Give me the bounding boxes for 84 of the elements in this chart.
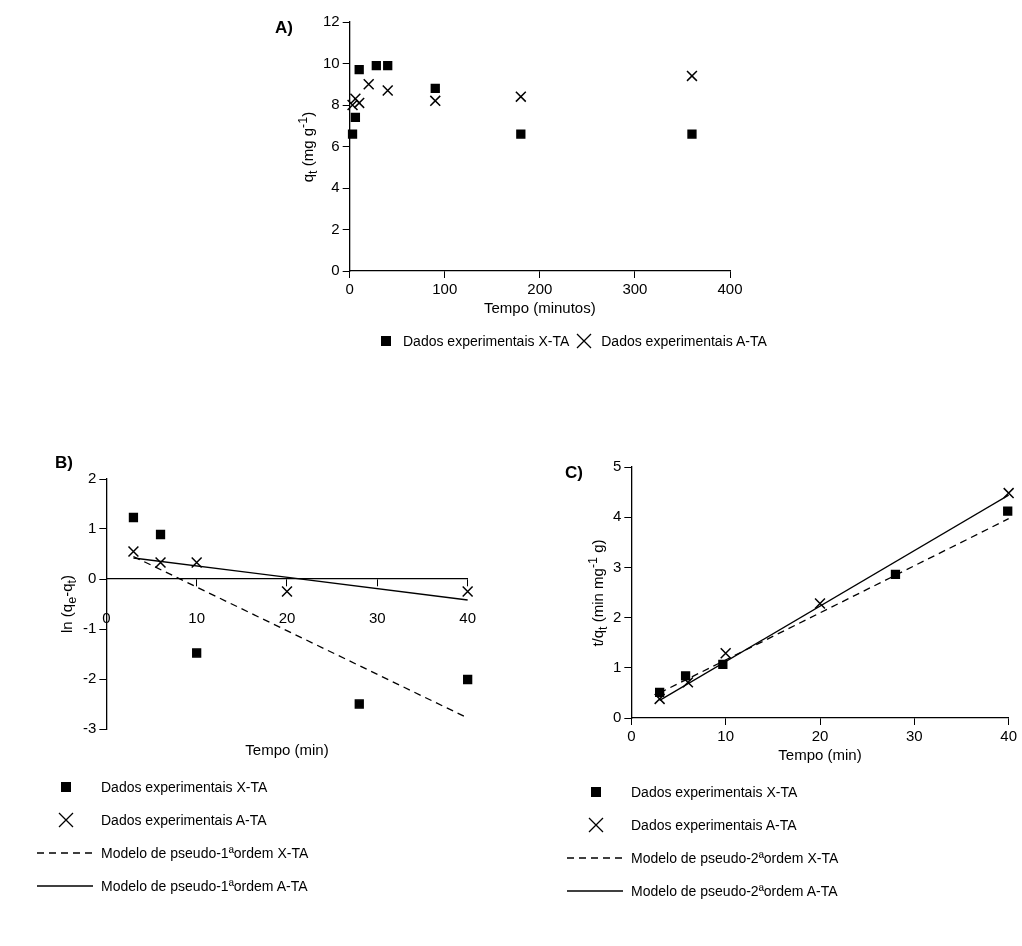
x-tick-label: 20 (278, 609, 296, 627)
y-tick-label: 0 (87, 569, 97, 587)
y-tick-label: 4 (613, 507, 622, 525)
point (155, 529, 166, 540)
point (429, 95, 441, 107)
point (127, 545, 140, 558)
point (154, 556, 167, 569)
x-tick-label: 30 (368, 609, 386, 627)
y-tick-label: 5 (613, 457, 622, 475)
point (461, 585, 474, 598)
y-tick-label: -3 (82, 719, 97, 737)
legend-label: Modelo de pseudo-1ªordem A-TA (101, 877, 308, 894)
y-tick-label: 1 (87, 519, 97, 537)
x-tick-label: 0 (627, 727, 636, 745)
x-axis-title: Tempo (minutos) (483, 299, 596, 316)
y-tick-label: 2 (87, 469, 97, 487)
point (719, 647, 732, 659)
point (346, 99, 359, 111)
point (354, 699, 364, 709)
legend-label: Dados experimentais A-TA (631, 816, 797, 833)
legend-label: Dados experimentais X-TA (403, 333, 570, 349)
y-tick-label: 6 (331, 136, 340, 154)
point (516, 129, 526, 139)
x-tick-label: 30 (905, 727, 923, 745)
point (353, 97, 365, 109)
y-tick-label: 12 (323, 12, 340, 30)
x-tick-label: 10 (188, 609, 206, 627)
point (653, 693, 666, 705)
y-tick-label: -1 (82, 619, 97, 637)
point (463, 674, 473, 685)
y-tick-label: 10 (323, 53, 340, 71)
y-tick-label: 4 (331, 178, 340, 196)
legend-label: Modelo de pseudo-2ªordem X-TA (631, 849, 839, 866)
y-tick-label: -2 (82, 669, 97, 687)
point (347, 129, 358, 139)
legend-label: Dados experimentais X-TA (631, 783, 798, 800)
y-tick-label: 2 (331, 219, 340, 237)
y-tick-label: 2 (613, 607, 622, 625)
point (687, 129, 697, 139)
x-tick-label: 10 (717, 727, 735, 745)
point (655, 687, 665, 698)
legend-label: Dados experimentais X-TA (101, 778, 268, 795)
point (128, 512, 139, 523)
point (281, 585, 293, 598)
y-tick-label: 1 (613, 657, 622, 675)
point (1002, 487, 1015, 499)
x-tick-label: 300 (622, 280, 648, 298)
point (682, 676, 694, 689)
x-tick-label: 100 (432, 280, 458, 298)
x-tick-label: 0 (345, 280, 354, 298)
point (371, 60, 381, 71)
y-tick-label: 0 (613, 708, 622, 726)
point (515, 91, 527, 103)
point (686, 70, 698, 82)
y-tick-label: 0 (331, 261, 340, 279)
y-tick-label: 8 (331, 95, 340, 113)
point (354, 65, 364, 75)
x-axis-title: Tempo (min) (778, 746, 862, 763)
x-tick-label: 20 (811, 727, 829, 745)
y-tick-label: 3 (613, 557, 622, 575)
point (190, 556, 203, 569)
point (350, 112, 361, 123)
point (382, 84, 394, 97)
point (1003, 506, 1013, 516)
legend-label: Modelo de pseudo-1ªordem X-TA (101, 844, 309, 861)
legend-label: Modelo de pseudo-2ªordem A-TA (631, 882, 838, 899)
legend-label: Dados experimentais A-TA (101, 811, 267, 828)
point (890, 569, 901, 580)
x-tick-label: 200 (527, 280, 553, 298)
point (814, 597, 826, 610)
point (718, 659, 728, 669)
point (383, 60, 393, 71)
point (363, 78, 375, 90)
chart-title: B) (55, 453, 73, 473)
x-tick-label: 400 (717, 280, 743, 298)
chart-title: A) (275, 18, 293, 38)
chart-title: C) (565, 463, 583, 483)
legend-label: Dados experimentais A-TA (601, 333, 767, 349)
x-tick-label: 40 (459, 609, 476, 627)
point (680, 671, 691, 681)
point (430, 83, 440, 94)
x-axis-title: Tempo (min) (245, 741, 329, 758)
point (192, 648, 202, 658)
x-tick-label: 40 (1000, 727, 1017, 745)
